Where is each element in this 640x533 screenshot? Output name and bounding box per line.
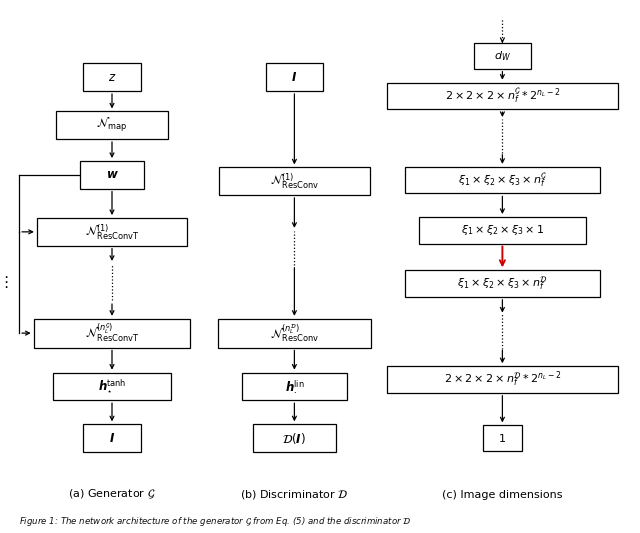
Text: (b) Discriminator $\mathcal{D}$: (b) Discriminator $\mathcal{D}$	[240, 488, 349, 501]
Text: $\mathcal{N}_{\mathrm{ResConvT}}^{(n_L^{\mathcal{G}})}$: $\mathcal{N}_{\mathrm{ResConvT}}^{(n_L^{…	[85, 322, 139, 344]
Bar	[387, 366, 618, 393]
Bar	[405, 270, 600, 297]
Text: $\xi_1 \times \xi_2 \times \xi_3 \times n_f^{\mathcal{G}}$: $\xi_1 \times \xi_2 \times \xi_3 \times …	[458, 171, 547, 189]
Bar	[405, 167, 600, 193]
Text: $\boldsymbol{I}$: $\boldsymbol{I}$	[291, 71, 298, 84]
Bar	[219, 167, 370, 195]
Text: (a) Generator $\mathcal{G}$: (a) Generator $\mathcal{G}$	[68, 488, 156, 501]
Bar	[483, 425, 522, 451]
Text: $2 \times 2 \times 2 \times n_f^{\mathcal{D}} * 2^{n_L-2}$: $2 \times 2 \times 2 \times n_f^{\mathca…	[444, 370, 561, 389]
Text: $d_W$: $d_W$	[494, 49, 511, 63]
Bar	[56, 111, 168, 139]
Bar	[33, 319, 191, 348]
Bar	[387, 83, 618, 109]
Text: $\mathcal{N}_{\mathrm{map}}$: $\mathcal{N}_{\mathrm{map}}$	[97, 116, 127, 134]
Bar	[266, 63, 323, 91]
Text: $1$: $1$	[499, 432, 506, 444]
Bar	[83, 63, 141, 91]
Text: $\boldsymbol{w}$: $\boldsymbol{w}$	[106, 168, 118, 181]
Text: $\vdots$: $\vdots$	[0, 274, 8, 290]
Bar	[419, 217, 586, 244]
Text: $\mathcal{N}_{\mathrm{ResConv}}^{(1)}$: $\mathcal{N}_{\mathrm{ResConv}}^{(1)}$	[270, 172, 319, 191]
Text: $\xi_1 \times \xi_2 \times \xi_3 \times n_f^{\mathcal{D}}$: $\xi_1 \times \xi_2 \times \xi_3 \times …	[457, 275, 548, 292]
Text: $\mathcal{N}_{\mathrm{ResConv}}^{(n_L^{\mathcal{D}})}$: $\mathcal{N}_{\mathrm{ResConv}}^{(n_L^{\…	[270, 322, 319, 344]
Text: $\mathcal{N}_{\mathrm{ResConvT}}^{(1)}$: $\mathcal{N}_{\mathrm{ResConvT}}^{(1)}$	[85, 222, 139, 241]
Text: $\boldsymbol{h}_{\star}^{\mathrm{tanh}}$: $\boldsymbol{h}_{\star}^{\mathrm{tanh}}$	[98, 378, 126, 395]
Bar	[52, 373, 172, 400]
Text: (c) Image dimensions: (c) Image dimensions	[442, 490, 563, 499]
Text: $\boldsymbol{I}$: $\boldsymbol{I}$	[109, 432, 115, 445]
Bar	[83, 424, 141, 452]
Bar	[242, 373, 347, 400]
Bar	[474, 43, 531, 69]
Bar	[218, 319, 371, 348]
Text: $2 \times 2 \times 2 \times n_f^{\mathcal{G}} * 2^{n_L-2}$: $2 \times 2 \times 2 \times n_f^{\mathca…	[445, 87, 560, 105]
Bar	[253, 424, 336, 452]
Text: Figure 1: The network architecture of the generator $\mathcal{G}$ from Eq. (5) a: Figure 1: The network architecture of th…	[19, 515, 412, 528]
Text: $\boldsymbol{h}_{\cdot}^{\mathrm{lin}}$: $\boldsymbol{h}_{\cdot}^{\mathrm{lin}}$	[285, 379, 304, 394]
Text: $\xi_1 \times \xi_2 \times \xi_3 \times 1$: $\xi_1 \times \xi_2 \times \xi_3 \times …	[461, 223, 544, 237]
Bar	[36, 218, 187, 246]
Text: $z$: $z$	[108, 71, 116, 84]
Bar	[80, 161, 144, 189]
Text: $\mathcal{D}(\boldsymbol{I})$: $\mathcal{D}(\boldsymbol{I})$	[282, 431, 307, 446]
